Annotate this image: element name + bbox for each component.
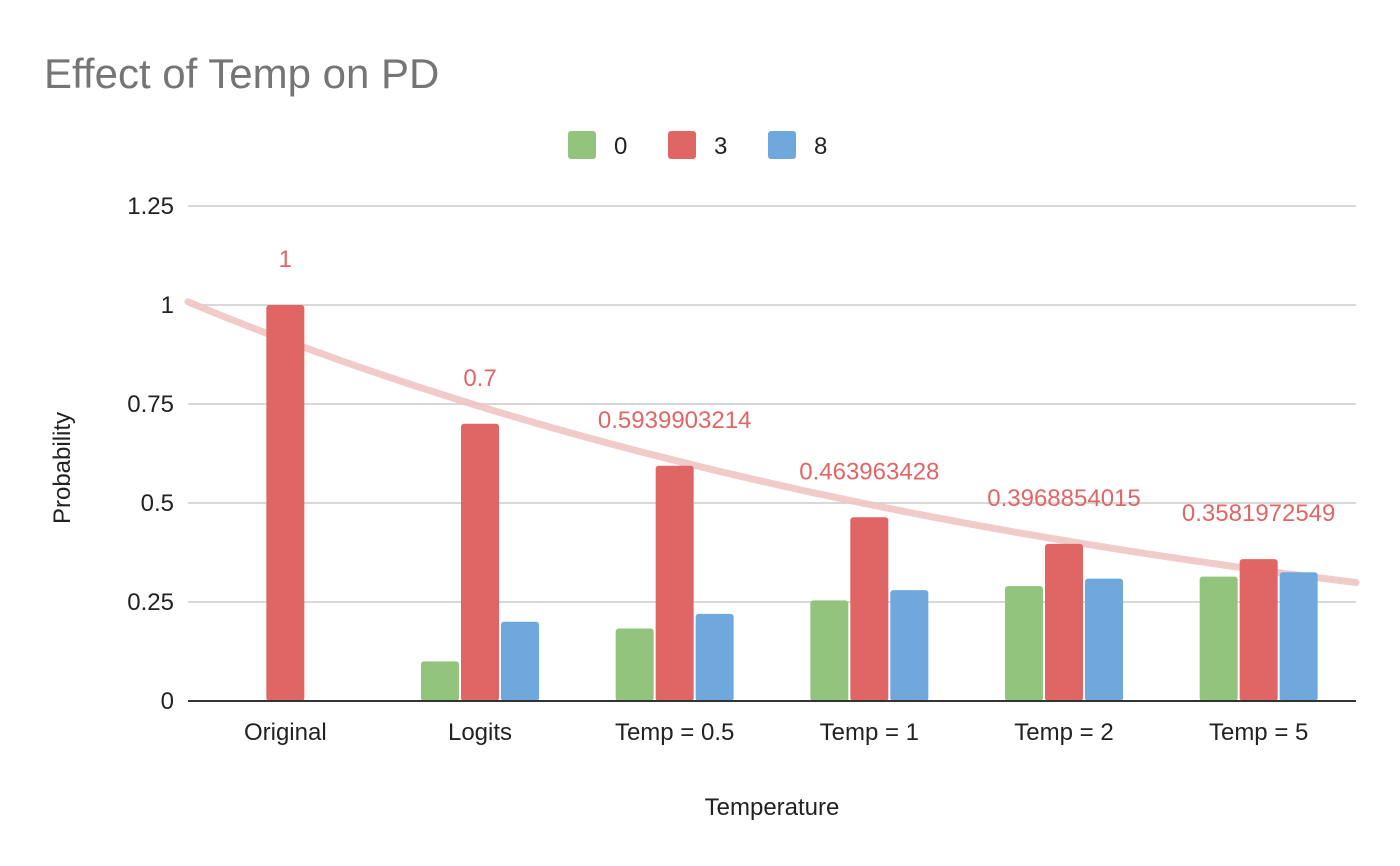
x-tick-label: Temp = 1 [820,719,919,746]
data-label: 0.3581972549 [1182,500,1336,527]
legend-swatch-0 [568,131,596,159]
bar-series-8 [695,613,734,701]
y-tick-label: 0.25 [127,589,174,616]
legend-label-0: 0 [614,133,627,160]
chart-title: Effect of Temp on PD [44,50,439,97]
bar-series-8 [1279,572,1318,701]
x-tick-label: Temp = 0.5 [615,719,734,746]
legend-label-8: 8 [814,133,827,160]
bar-series-3 [1045,543,1083,701]
y-tick-label: 0 [161,688,174,715]
bar-series-3 [655,465,694,701]
y-tick-label: 1.25 [127,193,174,220]
bar-series-0 [1005,586,1043,701]
trendline-path [184,298,1360,586]
data-label: 0.463963428 [799,458,939,485]
bar-series-0 [810,600,849,701]
bar-series-3 [266,305,305,701]
y-tick-labels: 0 0.25 0.5 0.75 1 1.25 [127,193,174,715]
bars [266,305,1318,701]
y-tick-label: 1 [161,292,174,319]
legend: 0 3 8 [568,131,827,160]
x-axis-title: Temperature [705,794,840,821]
bar-series-0 [421,661,459,701]
data-label: 1 [279,246,292,273]
bar-series-8 [890,590,929,701]
x-tick-label: Original [244,719,327,746]
legend-swatch-3 [668,131,696,159]
y-tick-label: 0.5 [141,490,174,517]
bar-series-3 [850,517,889,701]
x-tick-label: Logits [448,719,512,746]
x-tick-label: Temp = 5 [1209,719,1308,746]
gridlines [188,205,1356,603]
bar-series-8 [501,621,539,701]
data-label: 0.3968854015 [987,485,1141,512]
y-tick-label: 0.75 [127,391,174,418]
data-label: 0.5939903214 [598,407,752,434]
bar-series-8 [1085,578,1123,701]
bar-series-3 [461,423,499,701]
y-axis-title: Probability [49,412,76,524]
legend-swatch-8 [768,131,796,159]
bar-series-0 [615,628,654,701]
legend-label-3: 3 [714,133,727,160]
x-tick-labels: Original Logits Temp = 0.5 Temp = 1 Temp = 2… [244,719,1308,746]
data-label: 0.7 [463,365,496,392]
bar-series-3 [1239,559,1278,701]
trendline [184,298,1360,586]
x-tick-label: Temp = 2 [1014,719,1113,746]
bar-series-0 [1199,576,1238,701]
data-labels: 1 0.7 0.5939903214 0.463963428 0.3968854015 0… [279,246,1336,527]
